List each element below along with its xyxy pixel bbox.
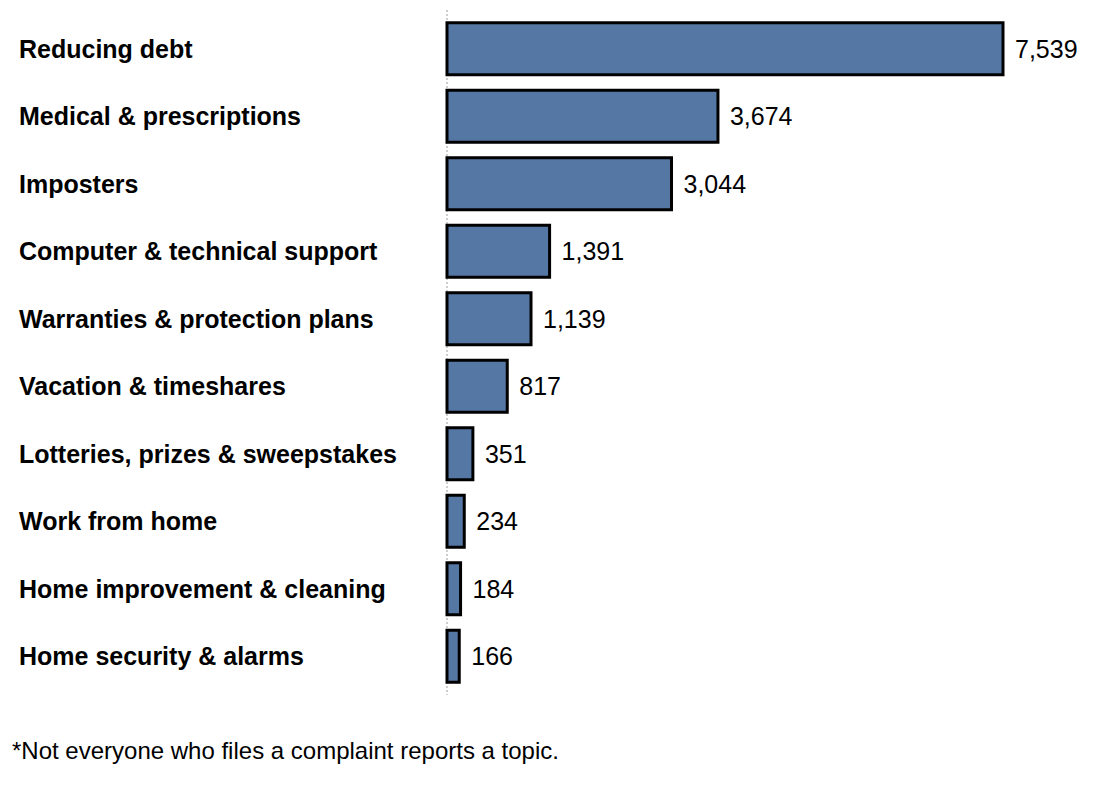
data-label: 234 (476, 507, 518, 535)
bar (447, 495, 464, 547)
data-label: 166 (471, 642, 513, 670)
bar (447, 158, 671, 210)
category-label: Home security & alarms (19, 642, 304, 670)
data-label: 7,539 (1015, 35, 1078, 63)
bar (447, 90, 718, 142)
data-label: 817 (519, 372, 561, 400)
category-label: Reducing debt (19, 35, 193, 63)
data-label: 184 (473, 575, 515, 603)
footnote: *Not everyone who files a complaint repo… (12, 737, 559, 764)
category-label: Warranties & protection plans (19, 305, 374, 333)
bars (447, 23, 1003, 683)
category-label: Imposters (19, 170, 138, 198)
bar (447, 428, 473, 480)
bar (447, 225, 550, 277)
category-label: Computer & technical support (19, 237, 378, 265)
bar (447, 23, 1003, 75)
data-label: 1,391 (562, 237, 625, 265)
bar (447, 630, 459, 682)
category-label: Work from home (19, 507, 217, 535)
category-label: Home improvement & cleaning (19, 575, 386, 603)
category-label: Lotteries, prizes & sweepstakes (19, 440, 397, 468)
category-label: Vacation & timeshares (19, 372, 286, 400)
data-label: 351 (485, 440, 527, 468)
chart: Reducing debt 7,539 Medical & prescription… (0, 0, 1114, 804)
data-label: 3,044 (683, 170, 746, 198)
bar (447, 360, 507, 412)
labels: Reducing debt 7,539 Medical & prescription… (19, 35, 1078, 671)
category-label: Medical & prescriptions (19, 102, 301, 130)
data-label: 3,674 (730, 102, 793, 130)
data-label: 1,139 (543, 305, 606, 333)
bar (447, 563, 461, 615)
bar (447, 293, 531, 345)
